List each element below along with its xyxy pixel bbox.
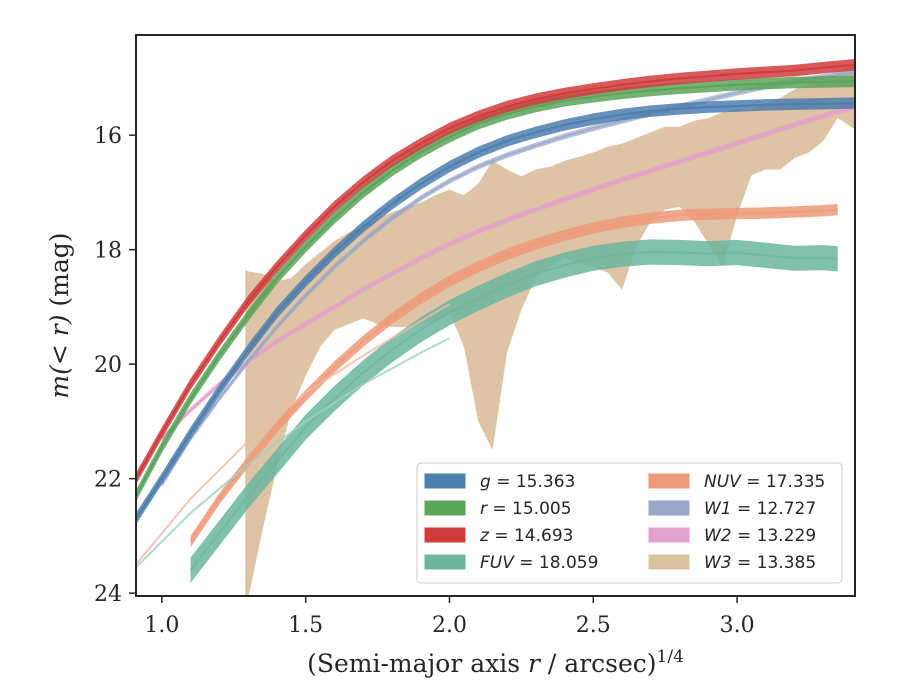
- legend-label-w3: W3 = 13.385: [704, 553, 816, 573]
- x-tick-label: 2.0: [432, 613, 467, 638]
- series-nuv-line: [189, 208, 838, 543]
- legend-swatch-w2: [648, 527, 690, 543]
- plot-area: [136, 59, 855, 596]
- series-fuv-line: [189, 250, 838, 571]
- x-tick-label: 3.0: [720, 613, 755, 638]
- legend-box: [416, 462, 843, 584]
- legend-swatch-g: [424, 473, 466, 489]
- legend-swatch-r: [424, 500, 466, 516]
- legend-label-z: z = 14.693: [479, 526, 573, 546]
- series-g-line: [136, 102, 855, 520]
- legend-label-r: r = 15.005: [480, 499, 572, 519]
- legend-label-w2: W2 = 13.229: [704, 526, 816, 546]
- series-w1-line: [161, 71, 855, 485]
- plot-frame: [135, 34, 856, 597]
- series-z-line: [136, 63, 855, 480]
- legend-swatch-w3: [648, 554, 690, 570]
- series-w3-band: [245, 65, 855, 596]
- legend-label-w1: W1 = 12.727: [704, 499, 816, 519]
- legend-label-fuv: FUV = 18.059: [480, 553, 598, 573]
- series-w1-band: [161, 69, 855, 488]
- y-axis-label: m(< r) (mag): [45, 232, 74, 398]
- series-w2-line: [161, 105, 855, 440]
- y-tick-label: 22: [94, 468, 122, 493]
- y-tick-label: 18: [94, 239, 122, 264]
- legend-swatch-w1: [648, 500, 690, 516]
- series-nuv-extension: [136, 303, 451, 566]
- legend-label-g: g = 15.363: [480, 472, 575, 492]
- legend: g = 15.363 r = 15.005 z = 14.693 FUV = 18.0…: [416, 462, 843, 584]
- x-tick-label: 2.5: [576, 613, 611, 638]
- y-tick-label: 24: [94, 582, 122, 607]
- y-tick-label: 16: [94, 124, 122, 149]
- axes: 1.0 1.5 2.0 2.5 3.0 16 18 20 22 24: [94, 124, 755, 638]
- legend-swatch-fuv: [424, 554, 466, 570]
- x-tick-label: 1.5: [288, 613, 323, 638]
- series-fuv-extension: [136, 337, 450, 569]
- y-tick-label: 20: [94, 353, 122, 378]
- series-r-line: [136, 80, 855, 497]
- legend-swatch-z: [424, 527, 466, 543]
- x-tick-label: 1.0: [144, 613, 179, 638]
- legend-swatch-nuv: [648, 473, 690, 489]
- legend-label-nuv: NUV = 17.335: [704, 472, 825, 492]
- x-axis-label: (Semi-major axis r / arcsec)1/4: [307, 647, 684, 678]
